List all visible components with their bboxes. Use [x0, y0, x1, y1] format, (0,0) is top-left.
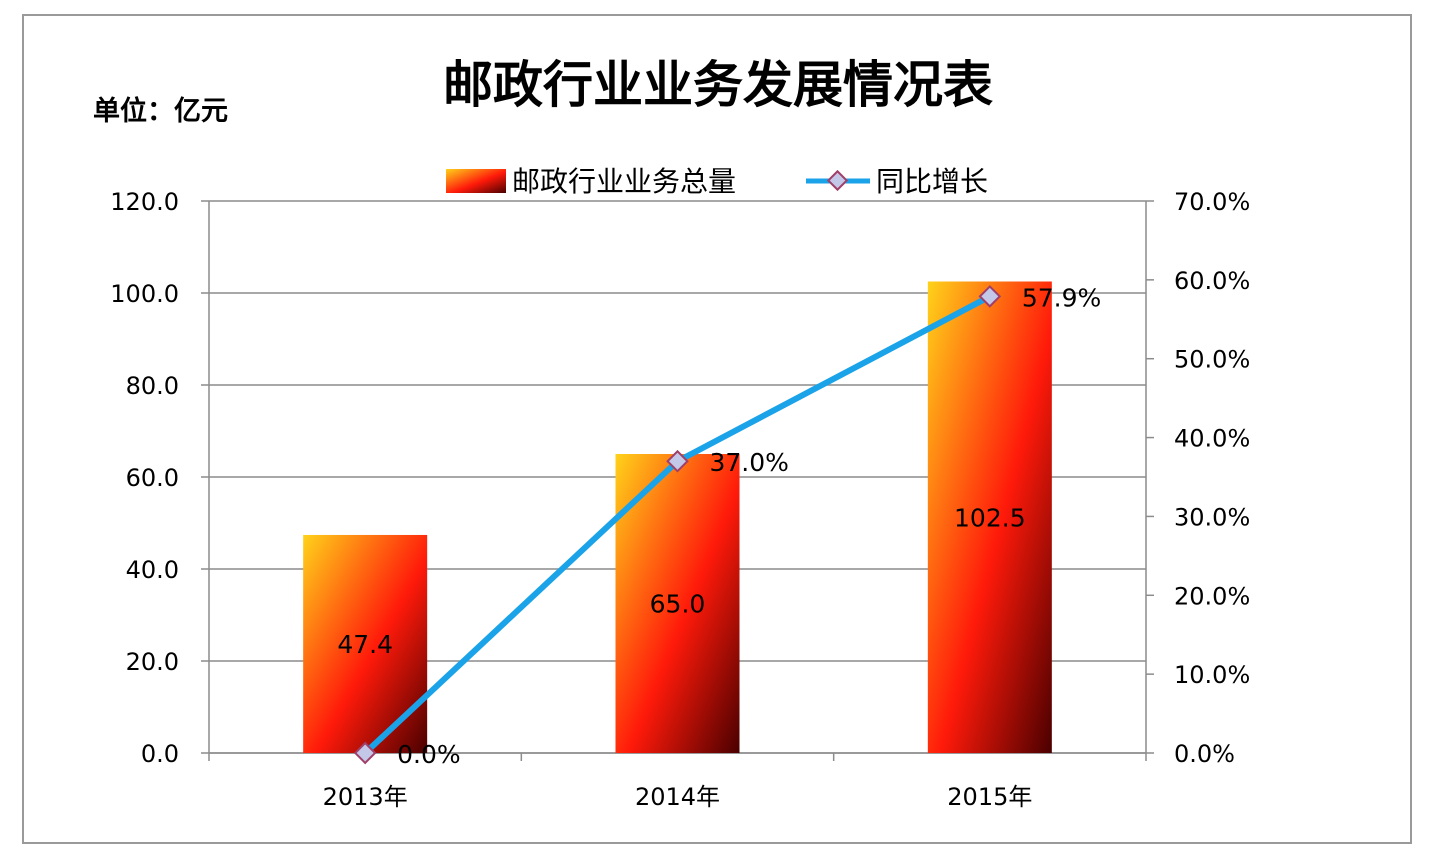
label-layer: 47.4 65.0 102.5 0.0% 37.0% 57.9%: [337, 283, 1101, 769]
bar-value-label: 65.0: [650, 590, 706, 619]
y-left-tick-label: 20.0: [126, 648, 179, 676]
y-right-tick-label: 60.0%: [1174, 267, 1250, 295]
growth-marker: [353, 741, 377, 765]
y-left-tick-label: 0.0: [141, 740, 179, 768]
line-layer: [353, 285, 1002, 765]
growth-marker: [978, 285, 1002, 308]
y-right-tick-label: 30.0%: [1174, 503, 1250, 531]
legend: 邮政行业业务总量 同比增长: [446, 165, 988, 198]
bar-value-label: 102.5: [954, 503, 1026, 532]
legend-line-label: 同比增长: [876, 165, 988, 198]
y-right-tick-label: 10.0%: [1174, 661, 1250, 689]
y-right-tick-label: 20.0%: [1174, 582, 1250, 610]
axis-layer: 0.0 20.0 40.0 60.0 80.0 100.0 120.0 0.0% 10.0% 20…: [110, 188, 1250, 811]
y-left-tick-label: 80.0: [126, 372, 179, 400]
x-tick-label: 2013年: [323, 783, 408, 811]
y-left-tick-label: 60.0: [126, 464, 179, 492]
bar-layer: [303, 281, 1052, 753]
bar-value-label: 47.4: [337, 630, 393, 659]
unit-label: 单位：亿元: [93, 95, 228, 127]
legend-bar-swatch: [446, 169, 506, 193]
chart-title: 邮政行业业务发展情况表: [443, 56, 993, 114]
x-tick-label: 2015年: [947, 783, 1032, 811]
y-right-tick-label: 70.0%: [1174, 188, 1250, 216]
y-right-tick-label: 50.0%: [1174, 346, 1250, 374]
y-left-tick-label: 40.0: [126, 556, 179, 584]
y-left-tick-label: 120.0: [110, 188, 179, 216]
y-right-tick-label: 0.0%: [1174, 740, 1235, 768]
legend-bar-label: 邮政行业业务总量: [512, 165, 736, 198]
y-right-tick-label: 40.0%: [1174, 425, 1250, 453]
bar: [927, 281, 1052, 753]
growth-value-label: 37.0%: [710, 448, 789, 477]
growth-value-label: 0.0%: [397, 740, 461, 769]
x-tick-label: 2014年: [635, 783, 720, 811]
y-left-tick-label: 100.0: [110, 280, 179, 308]
growth-marker: [666, 449, 689, 473]
growth-value-label: 57.9%: [1022, 283, 1101, 312]
legend-line-marker: [826, 169, 849, 192]
